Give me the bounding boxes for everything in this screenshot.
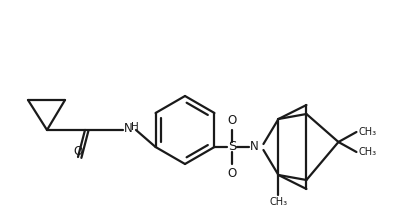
Text: O: O: [227, 167, 237, 180]
Text: CH₃: CH₃: [269, 197, 287, 207]
Text: H: H: [131, 122, 138, 132]
Text: CH₃: CH₃: [358, 127, 376, 137]
Text: CH₃: CH₃: [358, 147, 376, 157]
Text: N: N: [249, 141, 258, 153]
Text: S: S: [228, 141, 236, 153]
Text: O: O: [73, 145, 83, 158]
Text: O: O: [227, 114, 237, 127]
Text: N: N: [124, 121, 133, 134]
